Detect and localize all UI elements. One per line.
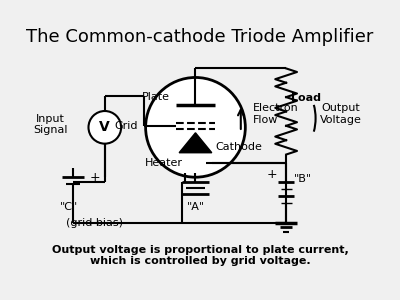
Text: V: V xyxy=(100,120,110,134)
Circle shape xyxy=(146,77,245,177)
Text: Plate: Plate xyxy=(142,92,170,102)
Text: Electron
Flow: Electron Flow xyxy=(252,103,298,124)
Text: "A": "A" xyxy=(186,202,204,212)
Text: Load: Load xyxy=(291,93,321,103)
Circle shape xyxy=(88,111,121,144)
Text: Output
Voltage: Output Voltage xyxy=(320,103,362,124)
Text: Input
Signal: Input Signal xyxy=(33,114,68,135)
Text: +: + xyxy=(89,171,100,184)
Text: The Common-cathode Triode Amplifier: The Common-cathode Triode Amplifier xyxy=(26,28,374,46)
Bar xyxy=(184,153,206,173)
Text: (grid bias): (grid bias) xyxy=(66,218,123,228)
Text: Heater: Heater xyxy=(145,158,183,168)
Text: +: + xyxy=(266,168,277,181)
Text: "C": "C" xyxy=(60,202,78,212)
Text: Output voltage is proportional to plate current,: Output voltage is proportional to plate … xyxy=(52,245,348,255)
Text: "B": "B" xyxy=(293,174,312,184)
Text: Grid: Grid xyxy=(115,121,138,130)
Text: which is controlled by grid voltage.: which is controlled by grid voltage. xyxy=(90,256,310,266)
Polygon shape xyxy=(179,133,212,153)
Text: Cathode: Cathode xyxy=(216,142,262,152)
